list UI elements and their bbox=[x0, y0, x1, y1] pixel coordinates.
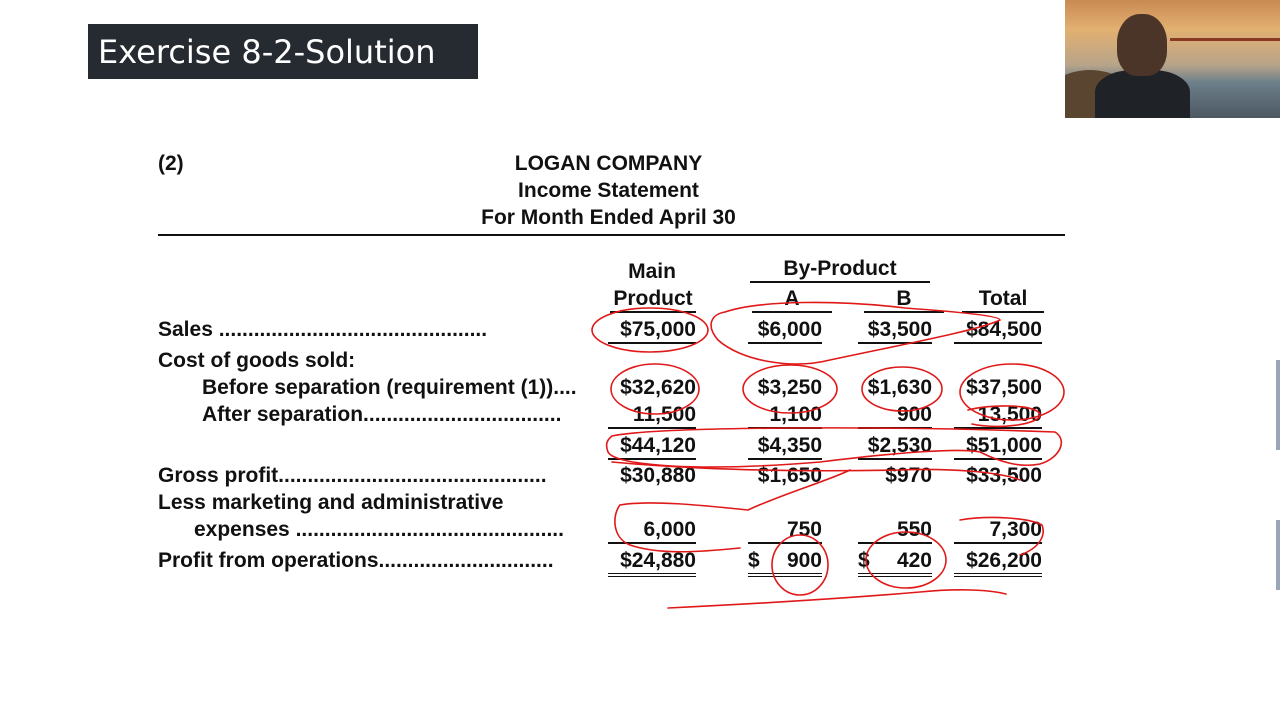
presenter-webcam-video bbox=[1065, 0, 1280, 118]
before-total: $37,500 bbox=[966, 376, 1042, 399]
label-after-separation: After separation........................… bbox=[202, 403, 562, 426]
label-sales: Sales ..................................… bbox=[158, 318, 488, 341]
profit-a: 900 bbox=[786, 549, 822, 572]
gross-total: $33,500 bbox=[966, 464, 1042, 487]
sales-a: $6,000 bbox=[748, 318, 822, 344]
slide-title: Exercise 8-2-Solution bbox=[88, 24, 478, 79]
after-main: 11,500 bbox=[608, 403, 696, 429]
edge-scroll-mark-lower bbox=[1276, 520, 1280, 590]
statement-name: Income Statement bbox=[518, 179, 699, 202]
expenses-main: 6,000 bbox=[608, 518, 696, 544]
subtotal-a: $4,350 bbox=[748, 434, 822, 460]
header-rule bbox=[158, 234, 1065, 236]
profit-a-cell: $ 900 bbox=[748, 549, 822, 577]
col-a: A bbox=[752, 287, 832, 313]
bridge-background bbox=[1170, 38, 1280, 89]
label-less-marketing: Less marketing and administrative bbox=[158, 491, 504, 514]
profit-b: 420 bbox=[896, 549, 932, 572]
label-before-separation: Before separation (requirement (1)).... bbox=[202, 376, 577, 399]
subtotal-total: $51,000 bbox=[954, 434, 1042, 460]
expenses-b: 550 bbox=[858, 518, 932, 544]
label-expenses: expenses ...............................… bbox=[194, 518, 564, 541]
expenses-total: 7,300 bbox=[954, 518, 1042, 544]
after-a: 1,100 bbox=[748, 403, 822, 429]
label-cogs: Cost of goods sold: bbox=[158, 349, 356, 372]
company-name: LOGAN COMPANY bbox=[514, 152, 703, 175]
presenter-torso bbox=[1095, 70, 1190, 118]
label-profit-operations: Profit from operations..................… bbox=[158, 549, 554, 572]
col-byproduct: By-Product bbox=[750, 257, 930, 283]
gross-main: $30,880 bbox=[620, 464, 696, 487]
after-total: 13,500 bbox=[954, 403, 1042, 429]
profit-b-currency: $ bbox=[858, 549, 870, 572]
col-main-line2: Product bbox=[610, 287, 696, 313]
col-main-line1: Main bbox=[628, 260, 676, 283]
col-b: B bbox=[864, 287, 944, 313]
expenses-a: 750 bbox=[748, 518, 822, 544]
sales-total: $84,500 bbox=[954, 318, 1042, 344]
before-b: $1,630 bbox=[867, 376, 932, 399]
requirement-number: (2) bbox=[158, 152, 184, 175]
before-main: $32,620 bbox=[620, 376, 696, 399]
statement-period: For Month Ended April 30 bbox=[481, 206, 736, 229]
label-gross-profit: Gross profit............................… bbox=[158, 464, 547, 487]
after-b: 900 bbox=[858, 403, 932, 429]
col-total: Total bbox=[962, 287, 1044, 313]
subtotal-b: $2,530 bbox=[858, 434, 932, 460]
underline-profit-row bbox=[667, 589, 1007, 609]
sales-b: $3,500 bbox=[858, 318, 932, 344]
gross-a: $1,650 bbox=[757, 464, 822, 487]
gross-b: $970 bbox=[885, 464, 932, 487]
profit-main: $24,880 bbox=[608, 549, 696, 577]
profit-a-currency: $ bbox=[748, 549, 760, 572]
profit-total: $26,200 bbox=[954, 549, 1042, 577]
profit-b-cell: $ 420 bbox=[858, 549, 932, 577]
sales-main: $75,000 bbox=[608, 318, 696, 344]
presenter-head bbox=[1117, 14, 1167, 76]
before-a: $3,250 bbox=[757, 376, 822, 399]
edge-scroll-mark-upper bbox=[1276, 360, 1280, 450]
subtotal-main: $44,120 bbox=[608, 434, 696, 460]
